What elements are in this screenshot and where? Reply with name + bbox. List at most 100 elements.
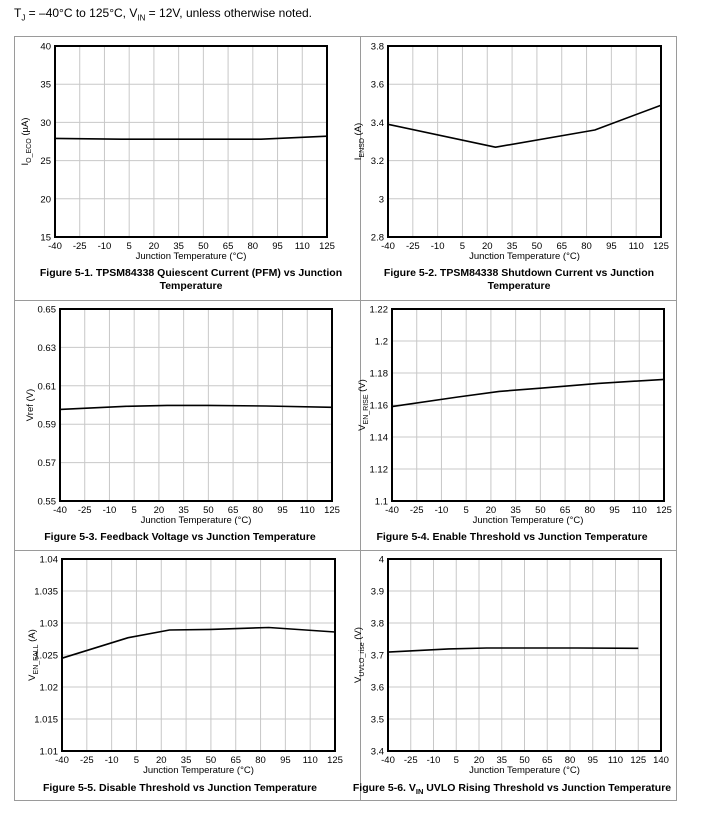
chart2-y-label-tail: (A) <box>353 123 364 138</box>
chart6-y-label-sub: UVLO_rise <box>359 642 366 676</box>
chart1-y-axis-label: IO_ECO (µA) <box>20 118 33 166</box>
chart5-y-tick-label: 1.03 <box>40 619 59 630</box>
chart3-y-axis-label: Vref (V) <box>25 389 36 421</box>
chart2-x-tick-label: 20 <box>482 241 493 252</box>
chart4-y-tick-label: 1.14 <box>370 433 389 444</box>
chart2-group: -40 -25 -10 5 20 35 50 65 80 95 110 125 2.8 3 3.2 3.4 3.… <box>353 42 669 293</box>
chart3-y-tick-label: 0.65 <box>38 305 57 316</box>
chart6-x-tick-label: 35 <box>496 755 507 766</box>
chart3-x-tick-label: 125 <box>324 505 340 516</box>
vin-subscript: IN <box>137 13 146 23</box>
chart4-x-tick-label: -10 <box>435 505 449 516</box>
chart6-x-tick-label: 95 <box>587 755 598 766</box>
chart5-y-label-main: V <box>27 674 38 681</box>
chart3-x-tick-label: -10 <box>103 505 117 516</box>
chart5-y-tick-label: 1.035 <box>34 587 58 598</box>
chart6-x-axis-label: Junction Temperature (°C) <box>469 765 580 776</box>
chart4-y-tick-label: 1.12 <box>370 465 389 476</box>
chart5-y-label-sub: EN_FALL <box>33 644 40 674</box>
chart5-y-tick-label: 1.015 <box>34 715 58 726</box>
chart1-y-label-main: I <box>20 163 31 166</box>
chart2-x-tick-label: 35 <box>507 241 518 252</box>
chart2-x-tick-label: 65 <box>556 241 567 252</box>
tj-symbol: T <box>14 6 22 20</box>
chart4-x-tick-label: 125 <box>656 505 672 516</box>
chart6-series-line <box>387 647 639 653</box>
chart1-x-tick-label: 50 <box>198 241 209 252</box>
chart6-x-tick-label: -40 <box>381 755 395 766</box>
chart3-group: -40 -25 -10 5 20 35 50 65 80 95 110 125 0.55 0.57 0.59… <box>25 305 340 544</box>
chart3-series-line <box>59 404 333 411</box>
chart1-y-tick-label: 20 <box>40 194 51 205</box>
chart5-x-tick-label: 50 <box>206 755 217 766</box>
chart4-y-label-tail: (V) <box>357 379 368 394</box>
chart1-x-tick-label: 65 <box>223 241 234 252</box>
chart4-x-tick-label: 35 <box>510 505 521 516</box>
chart1-y-tick-label: 30 <box>40 118 51 129</box>
chart5-x-tick-label: -10 <box>105 755 119 766</box>
chart6-y-tick-label: 3.7 <box>371 651 384 662</box>
chart3-x-tick-label: 110 <box>300 505 315 516</box>
chart1-y-tick-label: 35 <box>40 80 51 91</box>
chart5-y-tick-label: 1.04 <box>40 555 59 566</box>
chart5-x-tick-label: 95 <box>280 755 291 766</box>
chart4-x-tick-label: 65 <box>560 505 571 516</box>
chart6-y-tick-label: 3.4 <box>371 747 384 758</box>
chart2-y-tick-label: 3.6 <box>371 80 384 91</box>
chart4-x-tick-label: -25 <box>410 505 424 516</box>
chart1-x-tick-label: -40 <box>48 241 62 252</box>
chart5-x-tick-label: 35 <box>181 755 192 766</box>
chart5-x-axis-label: Junction Temperature (°C) <box>143 765 254 776</box>
chart3-x-tick-label: -40 <box>53 505 67 516</box>
chart1-x-tick-label: 35 <box>173 241 184 252</box>
chart2-x-tick-label: -25 <box>406 241 420 252</box>
chart1-x-tick-label: 125 <box>319 241 335 252</box>
chart3-caption-line: Figure 5-3. Feedback Voltage vs Junction… <box>44 531 316 543</box>
chart1-x-tick-label: -25 <box>73 241 87 252</box>
chart2-caption-line: Temperature <box>488 280 551 292</box>
chart1-caption-line: Figure 5-1. TPSM84338 Quiescent Current … <box>40 267 342 279</box>
temp-range-text: = –40°C to 125°C, V <box>25 6 138 20</box>
chart2-plot-frame <box>387 45 662 238</box>
chart3-x-tick-label: 80 <box>253 505 264 516</box>
conditions-rest: = 12V, unless otherwise noted. <box>145 6 313 20</box>
chart1-x-tick-label: 80 <box>248 241 259 252</box>
chart4-plot-frame <box>391 308 665 502</box>
chart5-x-tick-label: 20 <box>156 755 167 766</box>
chart5-y-label-tail: (A) <box>27 629 38 644</box>
chart2-x-tick-label: 80 <box>581 241 592 252</box>
chart6-y-tick-label: 4 <box>379 555 384 566</box>
chart3-y-label-main: Vref (V) <box>25 389 36 421</box>
chart5-y-tick-label: 1.02 <box>40 683 59 694</box>
chart2-caption-line: Figure 5-2. TPSM84338 Shutdown Current v… <box>384 267 654 279</box>
chart2-x-tick-label: 125 <box>653 241 669 252</box>
chart4-y-label-main: V <box>357 424 368 431</box>
chart3-x-tick-label: 20 <box>154 505 165 516</box>
chart1-caption-line: Temperature <box>160 280 223 292</box>
chart5-x-tick-label: 80 <box>255 755 266 766</box>
chart6-caption-prefix: Figure 5-6. V <box>353 782 416 794</box>
chart1-x-tick-label: 20 <box>149 241 160 252</box>
chart5-group: -40 -25 -10 5 20 35 50 65 80 95 110 125 1.01 1.015 1.0… <box>27 555 343 795</box>
chart1-group: -40 -25 -10 5 20 35 50 65 80 95 110 125 15 20 25 30 35 40… <box>20 42 342 293</box>
chart6-group: -40 -25 -10 5 20 35 50 65 80 95 110 125 140 3.4 3.5 3.6… <box>353 555 671 797</box>
chart4-y-tick-label: 1.22 <box>370 305 389 316</box>
chart1-y-label-tail: (µA) <box>20 118 31 139</box>
chart3-plot-frame <box>59 308 333 502</box>
chart5-caption-line: Figure 5-5. Disable Threshold vs Junctio… <box>43 782 317 794</box>
chart3-x-tick-label: -25 <box>78 505 92 516</box>
chart6-x-tick-label: 80 <box>565 755 576 766</box>
chart5-x-tick-label: -25 <box>80 755 94 766</box>
chart2-y-tick-label: 3.4 <box>371 118 384 129</box>
chart1-x-axis-label: Junction Temperature (°C) <box>136 251 247 262</box>
chart2-y-tick-label: 2.8 <box>371 233 384 244</box>
chart5-x-tick-label: 125 <box>327 755 343 766</box>
chart2-y-label-sub: ENSD <box>359 138 366 157</box>
chart6-caption-sub: IN <box>416 787 424 796</box>
column-divider <box>360 37 361 800</box>
chart2-y-label-main: I <box>353 158 364 161</box>
row-divider-1 <box>15 300 676 301</box>
chart6-y-tick-label: 3.8 <box>371 619 384 630</box>
chart3-x-tick-label: 95 <box>277 505 288 516</box>
